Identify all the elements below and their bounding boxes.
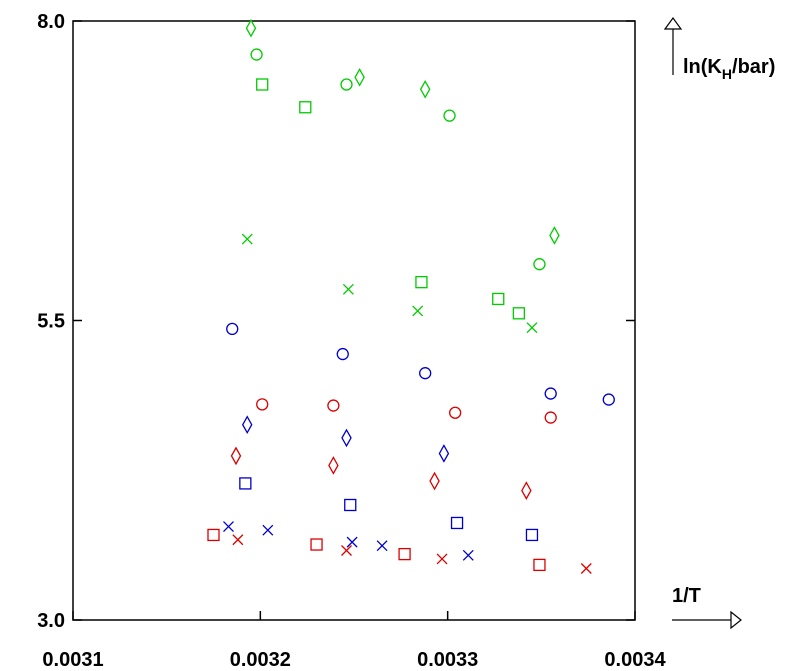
- y-axis-label: ln(KH/bar): [683, 56, 775, 82]
- data-markers: [207, 18, 615, 574]
- red-diamond-marker: [328, 456, 339, 475]
- blue-circle-marker: [419, 367, 432, 380]
- blue-square-marker: [525, 528, 539, 542]
- blue-diamond-marker: [341, 428, 352, 448]
- green-diamond-marker: [354, 67, 365, 87]
- x-axis-label: 1/T: [672, 585, 701, 607]
- y-axis-label-group: ln(KH/bar): [663, 16, 775, 82]
- green-circle-marker: [443, 109, 456, 122]
- green-square-marker: [512, 307, 526, 320]
- blue-x-marker: [262, 524, 274, 536]
- red-diamond-marker: [429, 471, 440, 491]
- blue-circle-marker: [336, 347, 349, 361]
- red-square-marker: [533, 558, 546, 572]
- blue-circle-marker: [602, 393, 615, 406]
- red-circle-marker: [544, 411, 557, 424]
- blue-diamond-marker: [438, 444, 450, 463]
- green-diamond-marker: [245, 18, 257, 38]
- blue-square-marker: [450, 516, 464, 530]
- x-tick-label: 0.0032: [230, 649, 291, 671]
- y-axis-ticks: 3.0 5.5 8.0: [37, 11, 635, 632]
- x-tick-label: 0.0033: [417, 649, 478, 671]
- y-tick-label: 3.0: [37, 610, 65, 632]
- green-circle-marker: [533, 258, 546, 271]
- red-square-marker: [398, 547, 411, 561]
- y-axis-label-main: ln(K: [683, 56, 722, 78]
- blue-circle-marker: [226, 322, 239, 336]
- y-tick-label: 8.0: [37, 11, 65, 33]
- y-axis-label-subscript: H: [722, 66, 732, 82]
- green-diamond-marker: [549, 226, 560, 245]
- y-axis-arrow-head: [663, 16, 683, 30]
- x-axis-label-group: 1/T: [672, 585, 742, 630]
- green-square-marker: [299, 101, 312, 114]
- blue-x-marker: [462, 549, 474, 561]
- blue-x-marker: [346, 536, 358, 548]
- green-x-marker: [526, 322, 538, 334]
- blue-square-marker: [239, 477, 252, 490]
- red-circle-marker: [449, 406, 462, 419]
- green-square-marker: [492, 292, 505, 306]
- red-diamond-marker: [521, 481, 532, 500]
- green-circle-marker: [250, 48, 263, 61]
- green-square-marker: [415, 276, 428, 289]
- red-circle-marker: [327, 399, 340, 412]
- x-axis-ticks: 0.0031 0.0032 0.0033 0.0034: [42, 611, 666, 671]
- green-diamond-marker: [419, 79, 431, 99]
- plot-frame: [72, 20, 636, 621]
- green-x-marker: [412, 305, 424, 317]
- y-tick-label: 5.5: [37, 311, 65, 333]
- y-axis-label-tail: /bar): [732, 56, 775, 78]
- blue-diamond-marker: [241, 415, 253, 435]
- blue-circle-marker: [544, 387, 557, 400]
- red-x-marker: [436, 553, 448, 565]
- red-square-marker: [310, 538, 323, 551]
- x-axis-arrow-head: [730, 610, 742, 630]
- green-circle-marker: [340, 78, 353, 91]
- red-diamond-marker: [230, 446, 242, 466]
- red-circle-marker: [256, 398, 269, 411]
- x-tick-label: 0.0031: [42, 649, 103, 671]
- red-x-marker: [580, 563, 592, 574]
- green-square-marker: [256, 78, 269, 91]
- red-square-marker: [207, 528, 220, 542]
- blue-x-marker: [376, 540, 388, 552]
- blue-x-marker: [223, 521, 234, 533]
- red-x-marker: [232, 534, 244, 546]
- green-x-marker: [342, 283, 354, 295]
- blue-square-marker: [344, 498, 357, 512]
- green-x-marker: [241, 233, 253, 245]
- red-x-marker: [341, 545, 352, 556]
- x-tick-label: 0.0034: [604, 649, 666, 671]
